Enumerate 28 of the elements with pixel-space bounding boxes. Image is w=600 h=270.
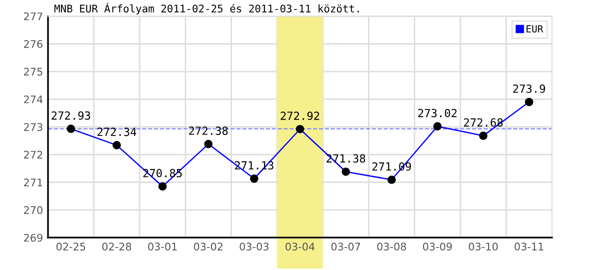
- chart-title: MNB EUR Árfolyam 2011-02-25 és 2011-03-11 között.: [54, 2, 359, 15]
- y-tick-label: 274: [24, 95, 43, 104]
- y-tick-label: 272: [24, 150, 42, 159]
- y-tick-label: 275: [24, 68, 42, 76]
- x-tick-label: 03-11: [514, 242, 544, 251]
- y-tick-label: 277: [24, 12, 42, 20]
- legend-label: EUR: [526, 25, 544, 33]
- x-tick-label: 02-25: [56, 242, 86, 251]
- data-label: 272.34: [97, 128, 136, 136]
- y-tick-label: 271: [24, 178, 42, 186]
- x-tick-label: 02-28: [102, 242, 132, 251]
- y-tick-label: 273: [24, 123, 42, 132]
- x-tick-label: 03-04: [286, 242, 315, 251]
- x-tick-label: 03-08: [377, 242, 406, 251]
- data-label: 273.02: [418, 108, 457, 118]
- data-label: 272.92: [280, 112, 320, 120]
- x-tick-label: 03-09: [423, 242, 452, 251]
- data-label: 273.9: [513, 84, 546, 93]
- y-tick-label: 269: [24, 234, 42, 242]
- y-tick-label: 270: [24, 206, 42, 214]
- data-label: 272.93: [52, 111, 90, 120]
- x-tick-label: 03-01: [148, 242, 177, 251]
- data-label: 272.38: [189, 126, 228, 135]
- x-tick-label: 03-07: [331, 242, 360, 251]
- x-tick-label: 03-03: [240, 242, 268, 251]
- x-tick-label: 03-10: [468, 242, 498, 251]
- y-tick-label: 276: [24, 40, 42, 48]
- x-tick-label: 03-02: [194, 242, 222, 251]
